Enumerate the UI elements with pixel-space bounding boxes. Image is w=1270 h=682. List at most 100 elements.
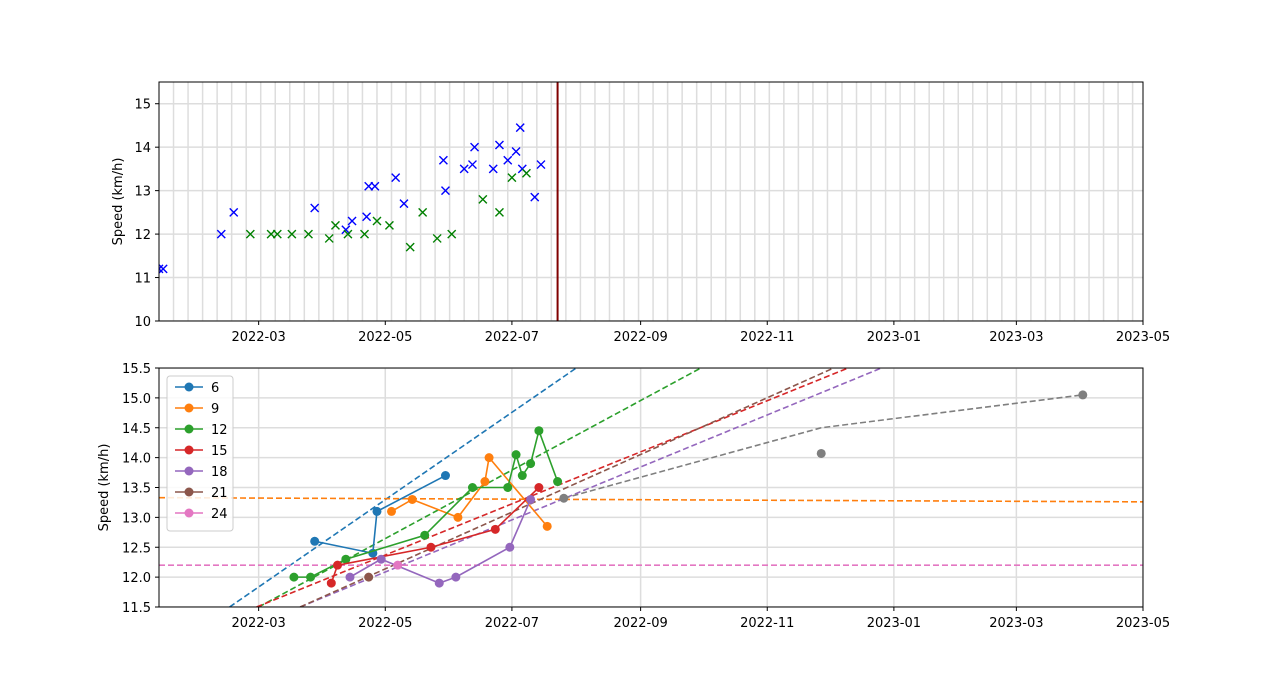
data-point	[407, 494, 417, 504]
data-point-x-marker	[515, 123, 525, 133]
y-tick-label: 10	[134, 315, 151, 330]
data-point	[534, 483, 544, 492]
series-line	[349, 499, 532, 584]
data-point-x-marker	[360, 229, 370, 239]
data-point-x-marker	[159, 264, 168, 274]
x-tick-label: 2023-03	[989, 330, 1043, 345]
data-point-x-marker	[440, 186, 450, 196]
x-tick-label: 2022-05	[358, 616, 412, 631]
data-point-x-marker	[159, 264, 164, 274]
legend-label: 24	[211, 507, 228, 522]
x-tick-label: 2022-07	[485, 330, 539, 345]
data-point	[490, 524, 500, 534]
grid	[159, 82, 1143, 321]
trend-line	[258, 368, 702, 607]
legend-label: 15	[211, 444, 228, 459]
data-point	[503, 483, 513, 492]
x-tick-label: 2022-03	[231, 616, 285, 631]
x-tick-label: 2023-03	[989, 616, 1043, 631]
x-tick-label: 2022-09	[613, 330, 667, 345]
legend-marker	[184, 445, 194, 455]
data-point-x-marker	[287, 229, 297, 239]
data-point	[393, 560, 403, 570]
data-point-x-marker	[330, 220, 340, 230]
y-tick-label: 14.5	[122, 422, 151, 437]
trend-line	[256, 368, 849, 607]
x-tick-label: 2022-11	[740, 330, 794, 345]
data-point-x-marker	[530, 192, 540, 202]
legend-marker	[184, 487, 194, 497]
trend-line	[563, 394, 1083, 500]
data-point-x-marker	[310, 203, 320, 213]
data-point	[310, 536, 320, 546]
trend-line	[159, 496, 1143, 503]
y-tick-label: 13	[134, 185, 151, 200]
data-point	[505, 542, 515, 552]
data-point	[345, 572, 355, 582]
y-tick-label: 11.5	[122, 601, 151, 616]
data-point-x-marker	[372, 216, 382, 226]
data-point-x-marker	[324, 233, 334, 243]
data-point	[420, 530, 430, 540]
top-chart: 2022-03 2022-05 2022-07 2022-09 2022-11 2023-…	[111, 81, 1170, 345]
data-point-x-marker	[347, 216, 357, 226]
data-point-x-marker	[521, 168, 531, 178]
x-tick-label: 2023-01	[867, 330, 921, 345]
data-point	[526, 459, 536, 469]
legend-marker	[184, 424, 194, 434]
data-point	[289, 572, 299, 582]
y-tick-label: 11	[134, 272, 151, 287]
data-point-x-marker	[370, 181, 380, 191]
data-point-x-marker	[494, 140, 504, 150]
data-point-x-marker	[343, 229, 353, 239]
data-point	[517, 471, 527, 481]
y-tick-label: 13.5	[122, 482, 151, 497]
data-point	[1078, 390, 1088, 400]
legend-marker	[184, 403, 194, 413]
data-point-x-marker	[507, 173, 517, 183]
data-point-x-marker	[303, 229, 313, 239]
data-point-x-marker	[488, 164, 498, 174]
bottom-chart: 2022-03 2022-05 2022-07 2022-09 2022-11 2023-…	[97, 362, 1170, 631]
data-point-x-marker	[391, 173, 401, 183]
data-point	[816, 448, 826, 458]
y-tick-label: 14	[134, 141, 151, 156]
y-tick-label: 15.5	[122, 362, 151, 377]
data-point	[453, 512, 463, 522]
data-point-x-marker	[418, 207, 428, 217]
data-point-x-marker	[405, 242, 415, 252]
x-tick-label: 2022-03	[231, 330, 285, 345]
legend-label: 12	[211, 423, 228, 438]
data-point	[559, 493, 569, 503]
data-point-x-marker	[511, 147, 521, 157]
trend-line	[229, 368, 577, 607]
series-line	[314, 474, 446, 555]
legend-marker	[184, 466, 194, 476]
data-point-x-marker	[216, 229, 226, 239]
data-point	[534, 426, 544, 436]
data-point-x-marker	[470, 142, 480, 152]
data-point-x-marker	[447, 229, 457, 239]
data-point	[511, 450, 521, 460]
data-point-x-marker	[438, 155, 448, 165]
data-point	[426, 542, 436, 552]
x-tick-label: 2023-05	[1116, 616, 1170, 631]
grid	[159, 368, 1143, 607]
y-axis-label: Speed (km/h)	[111, 158, 126, 246]
x-tick-label: 2022-09	[613, 616, 667, 631]
plot-area	[159, 368, 1143, 607]
y-tick-label: 15	[134, 98, 151, 113]
data-point-x-marker	[478, 194, 488, 204]
data-point	[306, 572, 316, 582]
data-point-x-marker	[399, 199, 409, 209]
data-point	[484, 453, 494, 463]
data-point-x-marker	[494, 207, 504, 217]
legend-label: 9	[211, 402, 219, 417]
legend-label: 6	[211, 381, 219, 396]
y-tick-label: 12	[134, 228, 151, 243]
data-point-x-marker	[362, 212, 372, 222]
y-tick-label: 12.5	[122, 541, 151, 556]
data-point-x-marker	[459, 164, 469, 174]
legend-marker	[184, 508, 194, 518]
